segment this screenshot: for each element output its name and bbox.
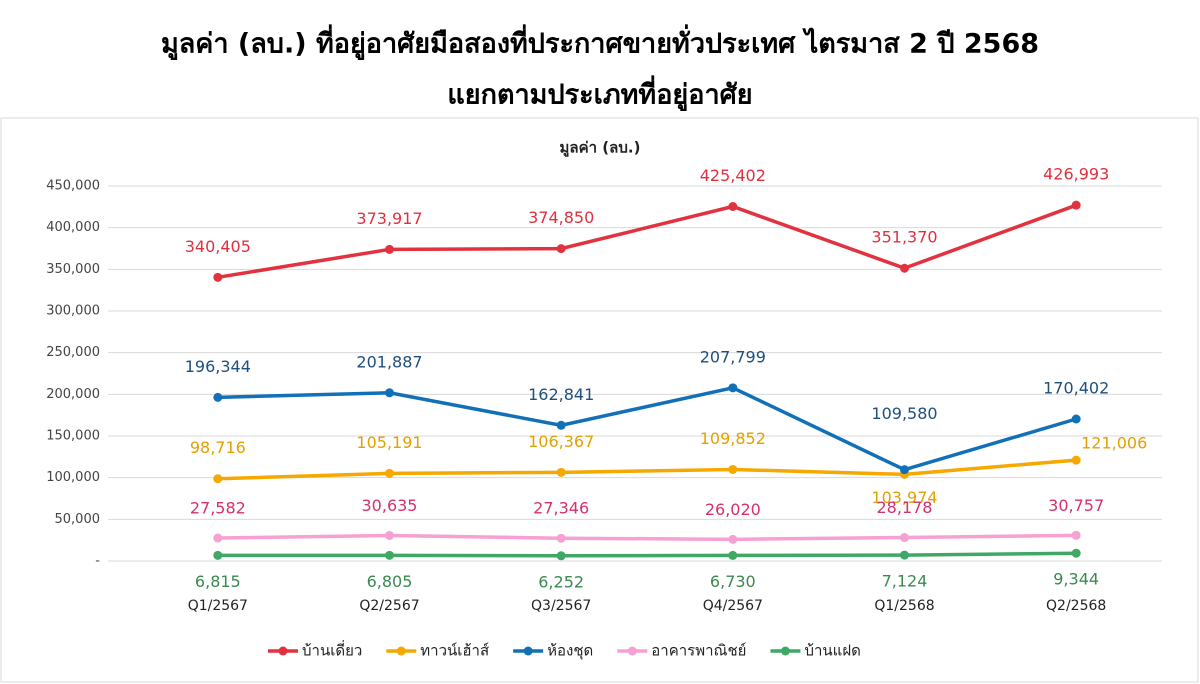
y-tick-label: 350,000 [46, 262, 100, 277]
data-label: 27,582 [190, 499, 246, 518]
series-line [217, 533, 1077, 542]
data-point [900, 550, 909, 560]
data-label: 106,367 [528, 432, 594, 451]
data-label: 373,917 [356, 209, 422, 228]
data-label: 98,716 [190, 438, 246, 457]
data-label: 105,191 [356, 433, 422, 452]
data-label: 121,006 [1081, 434, 1147, 453]
data-label: 201,887 [356, 352, 422, 371]
data-label: 351,370 [871, 228, 937, 247]
data-label: 207,799 [700, 347, 766, 366]
chart-frame [0, 117, 1199, 683]
x-tick-label: Q3/2567 [531, 598, 591, 614]
data-label: 30,635 [362, 496, 418, 515]
legend-label: บ้านเดี่ยว [302, 640, 362, 660]
y-tick-label: 50,000 [55, 512, 101, 527]
data-point [900, 533, 909, 543]
data-point [728, 201, 738, 211]
chart-subtitle: มูลค่า (ลบ.) [560, 139, 641, 158]
data-point [556, 244, 566, 254]
data-point [385, 530, 394, 540]
data-point [728, 464, 738, 474]
data-label: 109,852 [700, 429, 766, 448]
data-label: 9,344 [1053, 570, 1099, 589]
data-point [213, 474, 223, 484]
y-tick-label: 150,000 [46, 429, 100, 444]
x-tick-label: Q4/2567 [703, 598, 763, 614]
legend-marker [780, 646, 790, 656]
data-label: 109,580 [871, 404, 937, 423]
data-label: 170,402 [1043, 378, 1109, 397]
data-point [1071, 548, 1081, 558]
data-point [900, 465, 909, 475]
data-label: 162,841 [528, 385, 594, 404]
data-point [900, 263, 909, 273]
data-point [1071, 414, 1081, 424]
data-label: 425,402 [700, 166, 766, 185]
legend-marker [627, 646, 637, 656]
data-point [1071, 530, 1081, 540]
data-label: 6,730 [710, 572, 756, 591]
legend-marker [396, 646, 406, 656]
data-label: 196,344 [185, 357, 251, 376]
data-point [1071, 455, 1081, 465]
x-tick-label: Q1/2567 [188, 598, 248, 614]
legend-label: ทาวน์เฮ้าส์ [420, 642, 489, 660]
data-point [1071, 200, 1081, 210]
data-label: 103,974 [871, 488, 937, 507]
data-point [556, 551, 566, 561]
data-point [728, 550, 738, 560]
data-point [556, 533, 566, 543]
y-tick-label: 400,000 [46, 220, 100, 235]
data-point [728, 534, 738, 544]
data-point [728, 383, 738, 393]
data-label: 6,805 [367, 572, 413, 591]
data-point [213, 550, 223, 560]
legend-label: อาคารพาณิชย์ [651, 642, 746, 660]
series-line [217, 203, 1077, 280]
legend-marker [523, 646, 533, 656]
data-point [556, 420, 566, 430]
data-label: 6,815 [195, 572, 241, 591]
data-point [213, 272, 223, 282]
data-label: 374,850 [528, 208, 594, 227]
y-tick-label: - [95, 554, 100, 569]
x-tick-label: Q1/2568 [874, 598, 934, 614]
data-label: 26,020 [705, 500, 761, 519]
series-line [217, 551, 1077, 558]
legend-marker [278, 646, 288, 656]
data-label: 6,252 [538, 572, 584, 591]
series-line [217, 458, 1077, 481]
data-label: 340,405 [185, 237, 251, 256]
data-label: 7,124 [882, 572, 928, 591]
y-tick-label: 250,000 [46, 345, 100, 360]
legend-label: ห้องชุด [547, 642, 593, 661]
data-label: 30,757 [1048, 496, 1104, 515]
data-point [213, 533, 223, 543]
chart-title: แยกตามประเภทที่อยู่อาศัย [447, 75, 752, 112]
data-point [556, 467, 566, 477]
series-line [217, 385, 1077, 472]
data-point [385, 468, 394, 478]
data-label: 27,346 [533, 499, 589, 518]
x-tick-label: Q2/2568 [1046, 598, 1106, 614]
chart-title: มูลค่า (ลบ.) ที่อยู่อาศัยมือสองที่ประกาศ… [161, 24, 1039, 61]
y-tick-label: 100,000 [46, 470, 100, 485]
data-point [213, 392, 223, 402]
data-point [385, 244, 394, 254]
data-label: 28,178 [877, 498, 933, 517]
y-tick-label: 300,000 [46, 304, 100, 319]
data-label: 426,993 [1043, 165, 1109, 184]
y-tick-label: 450,000 [46, 179, 100, 194]
x-tick-label: Q2/2567 [359, 598, 419, 614]
legend-label: บ้านแฝด [804, 642, 860, 660]
data-point [385, 388, 394, 398]
y-tick-label: 200,000 [46, 387, 100, 402]
data-point [385, 550, 394, 560]
